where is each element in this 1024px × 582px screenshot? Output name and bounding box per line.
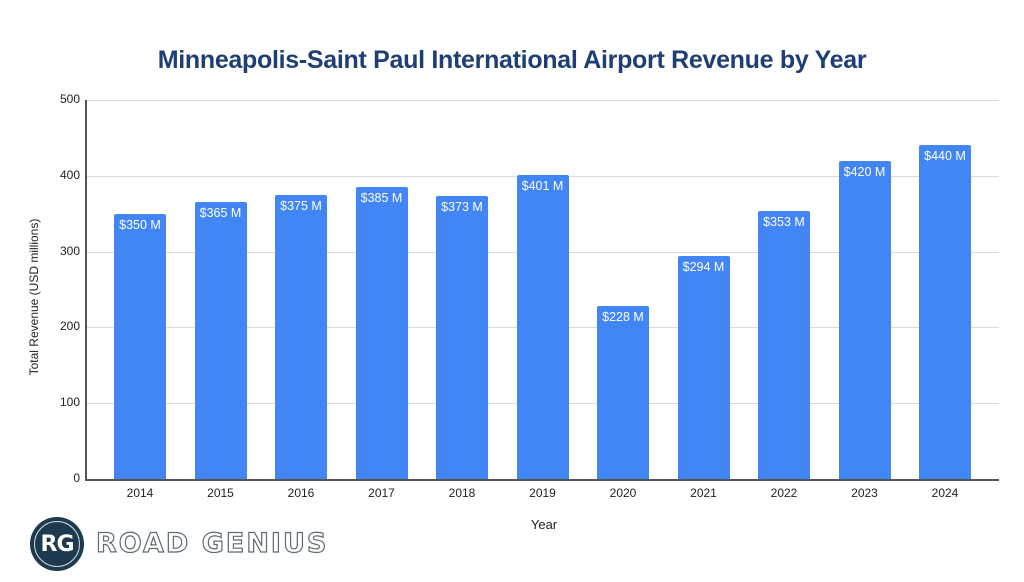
x-tick-label: 2017	[368, 486, 395, 500]
y-tick-label: 100	[59, 395, 80, 410]
x-tick-label: 2016	[287, 486, 315, 500]
bar-value-label: $440 M	[924, 149, 966, 164]
bar-2015: $365 M	[194, 202, 247, 479]
bar-value-label: $385 M	[360, 191, 403, 206]
bar-2016: $375 M	[275, 194, 327, 479]
bar-value-label: $353 M	[763, 215, 805, 230]
bar-2024: $440 M	[919, 145, 971, 479]
x-tick-label: 2022	[770, 486, 798, 500]
y-axis-line	[85, 100, 87, 480]
x-tick-label: 2024	[931, 486, 959, 500]
bar-value-label: $350 M	[119, 217, 161, 232]
brand-name: ROAD GENIUS	[95, 527, 329, 559]
y-tick-label: 0	[73, 471, 80, 485]
y-tick-label: 300	[59, 243, 80, 258]
x-tick-label: 2014	[126, 486, 154, 500]
x-axis-line	[85, 479, 999, 481]
bar-value-label: $401 M	[521, 179, 564, 194]
x-tick-label: 2018	[448, 486, 476, 500]
bar-2018: $373 M	[436, 196, 488, 479]
gridline	[85, 100, 999, 101]
y-tick-label: 400	[59, 167, 80, 182]
plot-area: $350 M $365 M $375 M $385 M $373 M $401 M $228…	[85, 100, 999, 481]
y-tick-label: 500	[59, 92, 80, 106]
x-tick-label: 2020	[609, 486, 637, 500]
x-tick-label: 2023	[851, 486, 878, 500]
bar-value-label: $294 M	[682, 260, 725, 275]
bar-2019: $401 M	[516, 175, 569, 479]
bar-value-label: $365 M	[199, 206, 242, 221]
road-genius-logo-icon: RG	[30, 517, 84, 571]
bar-2023: $420 M	[838, 160, 891, 479]
bar-2020: $228 M	[597, 306, 649, 479]
bar-value-label: $228 M	[602, 310, 644, 325]
bar-value-label: $420 M	[843, 164, 886, 179]
bar-value-label: $373 M	[441, 200, 483, 215]
bar-2014: $350 M	[114, 213, 166, 479]
logo-initials: RG	[40, 531, 75, 557]
x-tick-label: 2021	[690, 486, 717, 500]
y-tick-label: 200	[59, 319, 80, 334]
chart-title: Minneapolis-Saint Paul International Air…	[157, 46, 867, 74]
bar-2021: $294 M	[677, 256, 730, 479]
y-axis-label: Total Revenue (USD millions)	[27, 218, 41, 376]
x-tick-label: 2019	[529, 486, 556, 500]
bar-value-label: $375 M	[280, 198, 322, 213]
bar-2017: $385 M	[355, 187, 408, 479]
x-axis-label: Year	[530, 517, 558, 532]
x-tick-label: 2015	[207, 486, 234, 500]
bar-2022: $353 M	[758, 211, 810, 479]
